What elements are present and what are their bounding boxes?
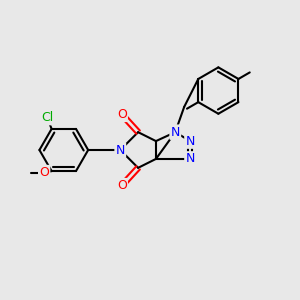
Text: O: O [117,108,127,121]
Text: Cl: Cl [41,111,53,124]
Text: N: N [116,143,125,157]
Text: N: N [185,135,195,148]
Text: N: N [185,152,195,165]
Text: O: O [117,179,127,192]
Text: N: N [171,126,180,139]
Text: O: O [39,166,49,179]
